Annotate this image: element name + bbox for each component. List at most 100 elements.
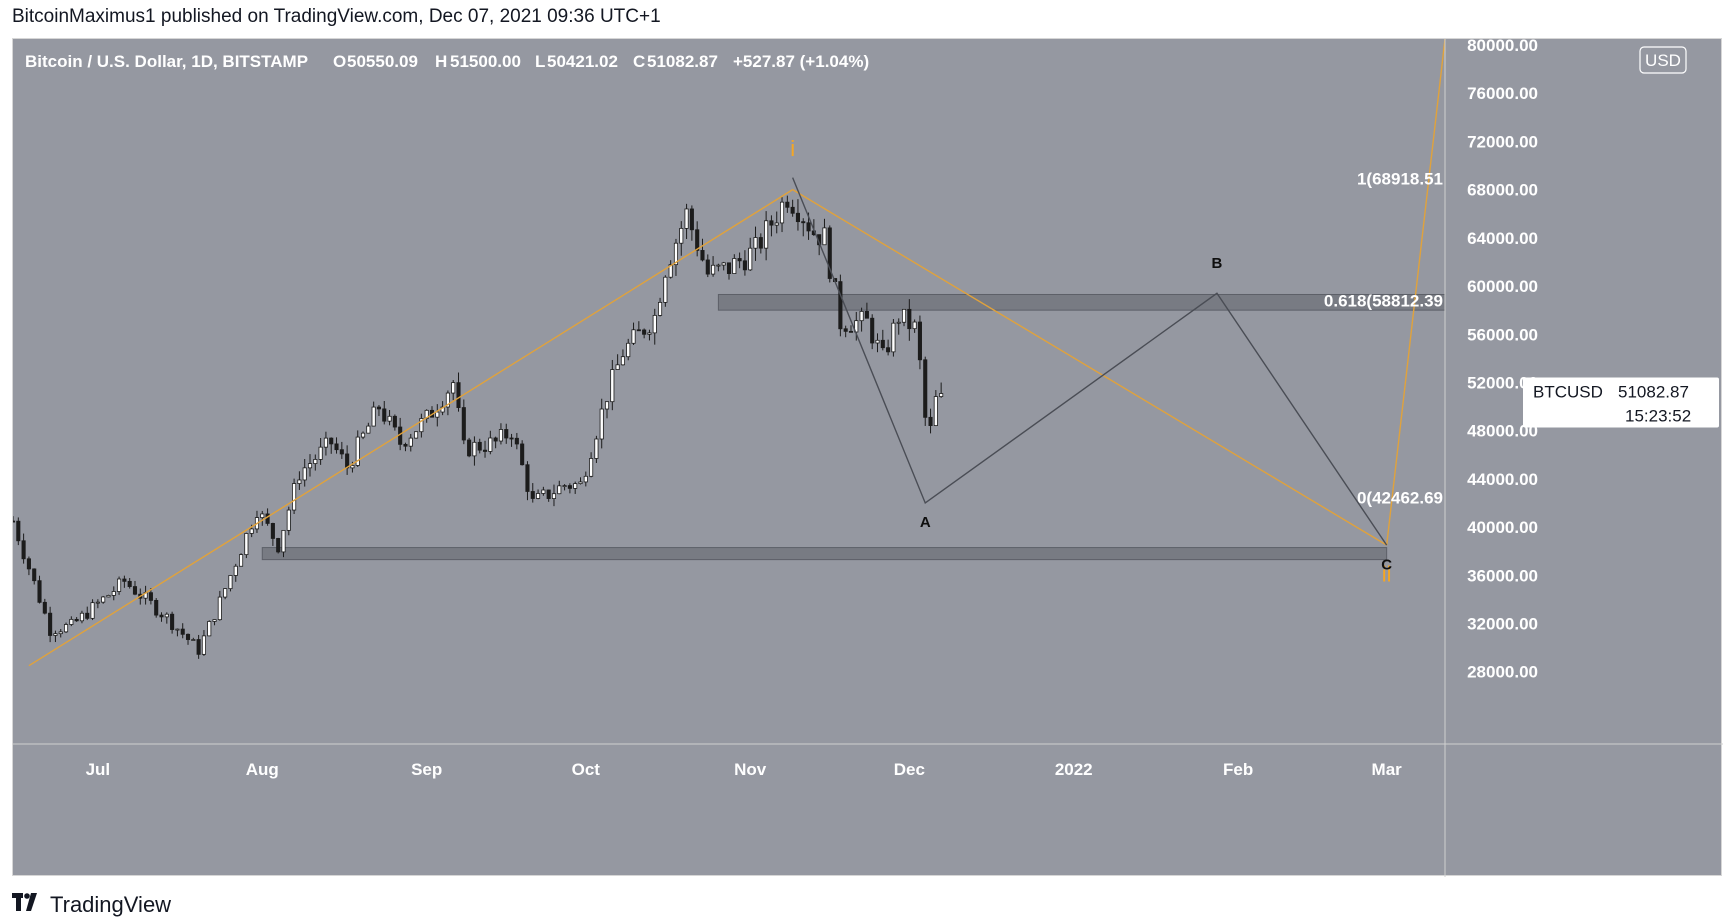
price-tick-label: 64000.00 [1467, 229, 1538, 248]
candle-body [445, 392, 450, 408]
candle-body [392, 415, 397, 428]
candle-body [117, 578, 122, 592]
candles-layer [13, 195, 944, 659]
ohlc-high: 51500.00 [450, 52, 521, 71]
candle-body [292, 483, 297, 511]
candle-body [477, 441, 482, 451]
candle-body [875, 339, 880, 344]
price-chart[interactable]: iiiABC1(68918.510.618(58812.390(42462.69… [13, 39, 1723, 877]
candle-body [551, 493, 557, 499]
candle-body [668, 264, 673, 278]
time-tick-label: Feb [1223, 760, 1253, 779]
candle-body [615, 364, 620, 370]
candle-body [376, 406, 381, 410]
fib-level-label: 1(68918.51 [1357, 170, 1443, 189]
time-tick-label: Aug [246, 760, 279, 779]
time-tick-label: Nov [734, 760, 767, 779]
elliott-wave-line [1385, 39, 1446, 546]
candle-body [514, 437, 519, 445]
candle-body [435, 411, 440, 418]
last-price-countdown: 15:23:52 [1625, 407, 1691, 426]
ohlc-close: 51082.87 [647, 52, 718, 71]
price-tick-label: 28000.00 [1467, 663, 1538, 682]
ohlc-close-label: C [633, 52, 645, 71]
candle-body [509, 437, 514, 440]
candle-body [95, 601, 100, 604]
candle-body [148, 592, 153, 601]
candle-body [917, 321, 922, 361]
candle-body [13, 520, 16, 523]
candle-body [58, 631, 63, 635]
candle-body [673, 242, 679, 266]
candle-body [159, 614, 164, 618]
candle-body [737, 258, 742, 262]
elliott-wave-line [792, 189, 1388, 546]
candle-body [695, 229, 700, 251]
candle-body [185, 633, 191, 640]
price-tick-label: 80000.00 [1467, 39, 1538, 55]
candle-body [451, 382, 456, 394]
candle-body [419, 418, 424, 433]
candle-body [578, 481, 583, 485]
footer-brand[interactable]: TradingView [12, 892, 171, 918]
axes-layer: 80000.00 76000.00 72000.00 68000.00 64000.00… [13, 39, 1723, 877]
chart-title: Bitcoin / U.S. Dollar, 1D, BITSTAMP [25, 52, 308, 71]
candle-body [594, 438, 599, 459]
candle-body [106, 595, 111, 598]
candle-body [769, 220, 774, 226]
candle-body [711, 264, 716, 275]
candle-body [880, 339, 885, 349]
wave-label-ii: ii [1382, 561, 1392, 586]
candle-body [207, 621, 212, 637]
candle-body [705, 259, 710, 275]
candle-body [228, 575, 233, 590]
candle-body [79, 612, 84, 622]
candle-body [16, 520, 21, 542]
candle-body [329, 437, 334, 445]
price-tick-label: 76000.00 [1467, 84, 1538, 103]
candle-body [111, 591, 116, 596]
candle-body [806, 222, 811, 232]
candle-body [85, 612, 90, 619]
candle-body [557, 485, 562, 495]
publisher-line: BitcoinMaximus1 published on TradingView… [12, 6, 661, 27]
candle-body [270, 523, 275, 539]
candle-body [414, 431, 419, 439]
currency-badge[interactable]: USD [1639, 46, 1687, 74]
candle-body [196, 639, 201, 655]
candle-body [53, 633, 58, 636]
elliott-wave-line [28, 189, 794, 667]
time-tick-label: Mar [1372, 760, 1403, 779]
time-tick-label: Jul [86, 760, 111, 779]
support-resistance-zone [261, 547, 1388, 561]
candle-body [223, 588, 228, 598]
candle-body [334, 443, 339, 451]
candle-body [461, 407, 466, 441]
candle-body [493, 437, 498, 442]
candle-body [742, 260, 747, 271]
ohlc-low: 50421.02 [547, 52, 618, 71]
candle-body [265, 513, 270, 524]
candle-body [748, 247, 753, 271]
chart-panel[interactable]: i ii A B C 1(68918.51 0.618(58812.39 0(42462.69… [12, 38, 1723, 877]
candle-body [276, 538, 281, 553]
candle-body [562, 485, 567, 487]
candle-body [472, 441, 477, 457]
candle-body [546, 489, 551, 499]
candle-body [201, 635, 206, 655]
ohlc-open: 50550.09 [347, 52, 418, 71]
candle-body [870, 317, 875, 344]
last-price-value: 51082.87 [1618, 383, 1689, 402]
candle-body [647, 332, 652, 335]
time-tick-label: Oct [572, 760, 601, 779]
candle-body [32, 568, 37, 582]
candle-body [721, 262, 726, 266]
candle-body [774, 222, 779, 226]
price-tick-label: 72000.00 [1467, 132, 1538, 151]
candle-body [69, 618, 74, 625]
candle-body [923, 359, 928, 418]
candle-body [355, 436, 360, 466]
candle-body [589, 458, 594, 477]
candle-body [838, 281, 843, 330]
